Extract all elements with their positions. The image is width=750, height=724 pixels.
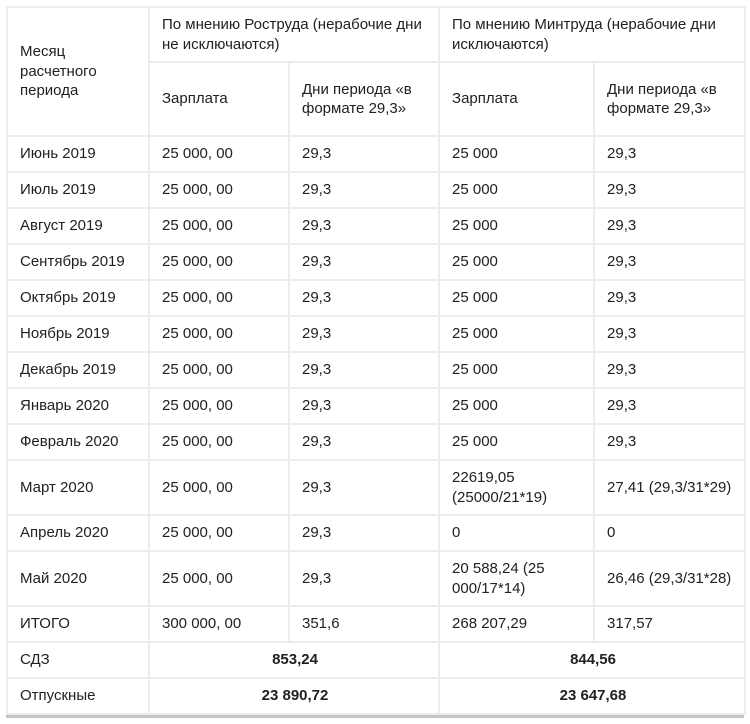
table-row: Июль 2019 25 000, 00 29,3 25 000 29,3 [6,171,747,209]
table-header: Месяц расчетного периода По мнению Ростр… [6,6,747,137]
cell-sdz-mintrud: 844,56 [438,641,747,679]
cell-vacation-rostrud: 23 890,72 [147,677,441,715]
cell-rostrud-salary: 25 000, 00 [148,279,290,317]
table-row: Апрель 2020 25 000, 00 29,3 0 0 [6,514,747,552]
table-row-total: ИТОГО 300 000, 00 351,6 268 207,29 317,5… [6,605,747,643]
cell-mintrud-salary: 25 000 [438,243,596,281]
cell-rostrud-salary: 25 000, 00 [148,351,290,389]
cell-rostrud-days: 351,6 [287,605,441,643]
cell-rostrud-days: 29,3 [287,387,441,425]
cell-month: Октябрь 2019 [6,279,150,317]
cell-vacation-label: Отпускные [6,677,150,715]
header-group-row: Месяц расчетного периода По мнению Ростр… [6,6,747,137]
cell-mintrud-salary: 20 588,24 (25 000/17*14) [438,550,596,607]
cell-mintrud-days: 27,41 (29,3/31*29) [593,459,747,516]
header-mintrud-salary: Зарплата [438,61,596,137]
cell-mintrud-days: 29,3 [593,243,747,281]
cell-mintrud-days: 29,3 [593,387,747,425]
cell-rostrud-days: 29,3 [287,279,441,317]
cell-rostrud-salary: 25 000, 00 [148,514,290,552]
vacation-calc-table-wrapper: Месяц расчетного периода По мнению Ростр… [6,6,747,718]
cell-month: Август 2019 [6,207,150,245]
vacation-calc-table: Месяц расчетного периода По мнению Ростр… [6,6,747,715]
cell-mintrud-salary: 25 000 [438,207,596,245]
cell-rostrud-salary: 25 000, 00 [148,550,290,607]
cell-mintrud-days: 29,3 [593,207,747,245]
cell-mintrud-days: 29,3 [593,279,747,317]
cell-mintrud-salary: 25 000 [438,315,596,353]
cell-mintrud-days: 0 [593,514,747,552]
table-row: Октябрь 2019 25 000, 00 29,3 25 000 29,3 [6,279,747,317]
cell-rostrud-salary: 25 000, 00 [148,423,290,461]
table-row: Январь 2020 25 000, 00 29,3 25 000 29,3 [6,387,747,425]
cell-rostrud-salary: 25 000, 00 [148,315,290,353]
cell-month: Декабрь 2019 [6,351,150,389]
cell-month: Февраль 2020 [6,423,150,461]
cell-rostrud-salary: 300 000, 00 [148,605,290,643]
cell-mintrud-salary: 25 000 [438,171,596,209]
cell-mintrud-days: 29,3 [593,135,747,173]
cell-mintrud-salary: 25 000 [438,279,596,317]
cell-rostrud-days: 29,3 [287,171,441,209]
cell-rostrud-days: 29,3 [287,514,441,552]
cell-rostrud-salary: 25 000, 00 [148,243,290,281]
cell-rostrud-salary: 25 000, 00 [148,135,290,173]
cell-mintrud-salary: 22619,05 (25000/21*19) [438,459,596,516]
cell-rostrud-days: 29,3 [287,207,441,245]
cell-mintrud-days: 26,46 (29,3/31*28) [593,550,747,607]
table-row-sdz: СДЗ 853,24 844,56 [6,641,747,679]
table-row: Март 2020 25 000, 00 29,3 22619,05 (2500… [6,459,747,516]
cell-rostrud-days: 29,3 [287,459,441,516]
cell-rostrud-salary: 25 000, 00 [148,207,290,245]
cell-month: Сентябрь 2019 [6,243,150,281]
table-body: Июнь 2019 25 000, 00 29,3 25 000 29,3 Ию… [6,135,747,715]
cell-rostrud-days: 29,3 [287,315,441,353]
cell-mintrud-days: 29,3 [593,351,747,389]
cell-vacation-mintrud: 23 647,68 [438,677,747,715]
cell-mintrud-days: 29,3 [593,423,747,461]
cell-month: Апрель 2020 [6,514,150,552]
table-row: Сентябрь 2019 25 000, 00 29,3 25 000 29,… [6,243,747,281]
cell-month: Ноябрь 2019 [6,315,150,353]
cell-rostrud-days: 29,3 [287,423,441,461]
cell-mintrud-salary: 25 000 [438,423,596,461]
cell-rostrud-salary: 25 000, 00 [148,387,290,425]
cell-rostrud-salary: 25 000, 00 [148,171,290,209]
cell-rostrud-days: 29,3 [287,351,441,389]
header-rostrud-days: Дни периода «в формате 29,3» [287,61,441,137]
cell-month: Январь 2020 [6,387,150,425]
cell-mintrud-salary: 268 207,29 [438,605,596,643]
table-row: Август 2019 25 000, 00 29,3 25 000 29,3 [6,207,747,245]
cell-mintrud-salary: 25 000 [438,135,596,173]
cell-rostrud-days: 29,3 [287,243,441,281]
cell-rostrud-salary: 25 000, 00 [148,459,290,516]
cell-rostrud-days: 29,3 [287,135,441,173]
cell-month: Июнь 2019 [6,135,150,173]
header-month-column: Месяц расчетного периода [6,6,150,137]
cell-month: Май 2020 [6,550,150,607]
cell-total-label: ИТОГО [6,605,150,643]
cell-month: Июль 2019 [6,171,150,209]
cell-mintrud-days: 317,57 [593,605,747,643]
table-row: Февраль 2020 25 000, 00 29,3 25 000 29,3 [6,423,747,461]
header-rostrud-salary: Зарплата [148,61,290,137]
table-row: Май 2020 25 000, 00 29,3 20 588,24 (25 0… [6,550,747,607]
cell-mintrud-days: 29,3 [593,171,747,209]
cell-rostrud-days: 29,3 [287,550,441,607]
header-mintrud-days: Дни периода «в формате 29,3» [593,61,747,137]
cell-sdz-rostrud: 853,24 [147,641,441,679]
table-row: Ноябрь 2019 25 000, 00 29,3 25 000 29,3 [6,315,747,353]
header-group-rostrud: По мнению Роструда (нерабочие дни не иск… [147,6,441,63]
table-row-vacation: Отпускные 23 890,72 23 647,68 [6,677,747,715]
header-group-mintrud: По мнению Минтруда (нерабочие дни исключ… [438,6,747,63]
cell-sdz-label: СДЗ [6,641,150,679]
table-row: Июнь 2019 25 000, 00 29,3 25 000 29,3 [6,135,747,173]
cell-mintrud-salary: 0 [438,514,596,552]
cell-mintrud-salary: 25 000 [438,351,596,389]
cell-month: Март 2020 [6,459,150,516]
cell-mintrud-days: 29,3 [593,315,747,353]
header-sub-row: Зарплата Дни периода «в формате 29,3» За… [7,61,747,137]
table-row: Декабрь 2019 25 000, 00 29,3 25 000 29,3 [6,351,747,389]
cell-mintrud-salary: 25 000 [438,387,596,425]
